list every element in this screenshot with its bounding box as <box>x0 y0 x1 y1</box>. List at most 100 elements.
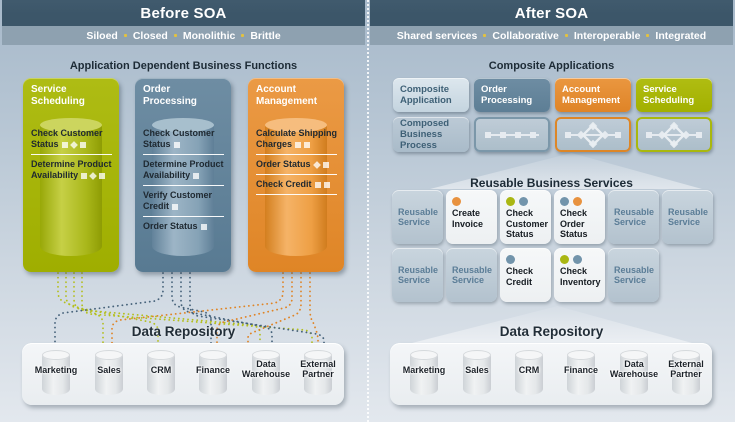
app-box-order-processing: Order Processing Check Customer Status D… <box>135 78 231 272</box>
function-label: Order Status <box>143 221 198 231</box>
orange-dot-icon <box>573 197 582 206</box>
function-label: Check Customer Status <box>143 128 215 149</box>
services-title: Reusable Business Services <box>470 176 633 190</box>
separator-dot-icon <box>564 33 568 37</box>
store-label: External Partner <box>300 359 336 379</box>
separator-dot-icon <box>173 33 177 37</box>
service-label: Check Inventory <box>560 266 601 287</box>
process-flow-branch-icon <box>555 117 631 152</box>
database-cylinder-icon <box>620 350 648 395</box>
before-tagline-bar: Siloed Closed Monolithic Brittle <box>2 26 365 45</box>
store-label: Sales <box>97 365 121 375</box>
diamond-icon <box>69 141 78 149</box>
after-title: After SOA <box>514 4 589 22</box>
panel-divider <box>367 0 369 422</box>
after-header-bar: After SOA <box>370 0 733 26</box>
square-icon <box>79 142 86 148</box>
function-label: Verify Customer Credit <box>143 190 213 211</box>
service-label: Reusable Service <box>398 264 439 286</box>
database-cylinder-icon <box>672 350 700 395</box>
data-store: External Partner <box>660 343 712 405</box>
service-box-check-credit: Check Credit <box>500 248 551 302</box>
tagline-word: Collaborative <box>492 29 559 42</box>
divider <box>256 194 337 195</box>
store-label: CRM <box>518 365 540 375</box>
app-box-title: Order Processing <box>143 84 197 107</box>
data-store: Finance <box>555 343 607 405</box>
store-label: Marketing <box>402 365 446 375</box>
service-label: Reusable Service <box>452 264 493 286</box>
function-label: Determine Product Availability <box>143 159 224 180</box>
square-icon <box>99 173 106 179</box>
database-cylinder-icon <box>147 350 175 395</box>
composite-label: Composite Application <box>400 84 452 106</box>
app-box-title: Account Management <box>256 84 318 107</box>
function-item: Check Customer Status <box>143 128 224 150</box>
store-label: Sales <box>465 365 489 375</box>
store-label: Data Warehouse <box>609 359 659 379</box>
composite-label: Account Management <box>562 84 621 106</box>
data-store: Data Warehouse <box>240 343 292 405</box>
composite-account-management-box: Account Management <box>555 78 631 112</box>
olive-dot-icon <box>506 197 515 206</box>
store-label: External Partner <box>668 359 704 379</box>
divider <box>143 185 224 186</box>
database-cylinder-icon <box>252 350 280 395</box>
square-icon <box>193 173 200 179</box>
separator-dot-icon <box>483 33 487 37</box>
app-box-title: Service Scheduling <box>31 84 85 107</box>
square-icon <box>173 142 180 148</box>
database-cylinder-icon <box>515 350 543 395</box>
blue-dot-icon <box>560 197 569 206</box>
square-icon <box>172 204 179 210</box>
service-label: Check Order Status <box>560 208 588 239</box>
blue-dot-icon <box>506 255 515 264</box>
store-label: Data Warehouse <box>241 359 291 379</box>
service-box: Reusable Service <box>392 190 443 244</box>
square-icon <box>81 173 88 179</box>
service-box: Reusable Service <box>608 190 659 244</box>
service-box: Reusable Service <box>662 190 713 244</box>
store-label: Finance <box>195 365 230 375</box>
square-icon <box>314 182 321 188</box>
blue-dot-icon <box>573 255 582 264</box>
olive-dot-icon <box>560 255 569 264</box>
service-box-check-customer-status: Check Customer Status <box>500 190 551 244</box>
square-icon <box>200 224 207 230</box>
data-store: External Partner <box>292 343 344 405</box>
after-repository-title: Data Repository <box>499 324 604 339</box>
composite-service-scheduling-box: Service Scheduling <box>636 78 712 112</box>
separator-dot-icon <box>646 33 650 37</box>
divider <box>256 174 337 175</box>
function-label: Order Status <box>256 159 311 169</box>
app-box-account-management: Account Management Calculate Shipping Ch… <box>248 78 344 272</box>
data-store: Marketing <box>30 343 82 405</box>
tagline-word: Brittle <box>250 29 281 42</box>
composed-business-process-box: Composed Business Process <box>393 117 469 152</box>
before-repository-title: Data Repository <box>131 324 236 339</box>
service-box-create-invoice: Create Invoice <box>446 190 497 244</box>
database-cylinder-icon <box>567 350 595 395</box>
square-icon <box>323 182 330 188</box>
square-icon <box>61 142 68 148</box>
diamond-icon <box>312 161 321 169</box>
after-repository-box: Marketing Sales CRM Finance Data Warehou… <box>390 343 712 405</box>
separator-dot-icon <box>241 33 245 37</box>
divider <box>256 154 337 155</box>
data-store: CRM <box>135 343 187 405</box>
data-store: Sales <box>83 343 135 405</box>
function-item: Determine Product Availability <box>143 159 224 181</box>
function-item: Check Credit <box>256 179 337 190</box>
tagline-word: Shared services <box>396 29 478 42</box>
function-item: Order Status <box>256 159 337 170</box>
function-label: Check Customer Status <box>31 128 103 149</box>
store-label: Finance <box>563 365 598 375</box>
function-item: Order Status <box>143 221 224 232</box>
after-tagline-bar: Shared services Collaborative Interoperabl… <box>370 26 733 45</box>
app-box-service-scheduling: Service Scheduling Check Customer Status… <box>23 78 119 272</box>
database-cylinder-icon <box>463 350 491 395</box>
service-label: Check Customer Status <box>506 208 549 239</box>
store-label: Marketing <box>34 365 78 375</box>
service-box: Reusable Service <box>608 248 659 302</box>
